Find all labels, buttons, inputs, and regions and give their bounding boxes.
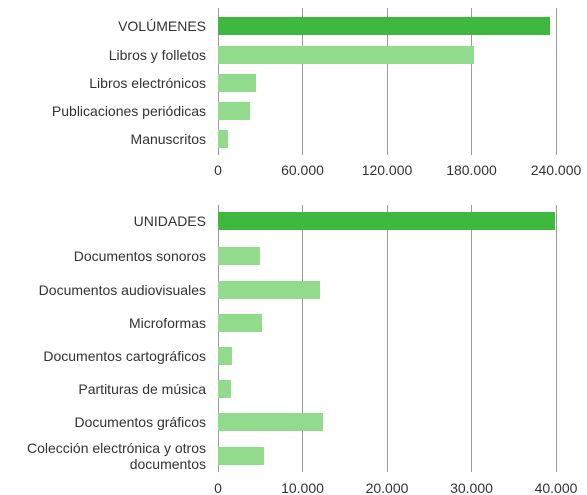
x-tick-label: 180.000 bbox=[446, 162, 497, 178]
bar bbox=[218, 17, 551, 35]
x-tick-label: 20.000 bbox=[365, 480, 409, 495]
category-label: Microformas bbox=[128, 315, 206, 331]
category-label: Manuscritos bbox=[130, 131, 206, 147]
grid-line bbox=[217, 205, 219, 472]
category-label: Colección electrónica y otros documentos bbox=[27, 440, 206, 472]
bar bbox=[218, 102, 250, 120]
category-label: UNIDADES bbox=[133, 213, 206, 229]
bar bbox=[218, 281, 321, 299]
category-label: Libros electrónicos bbox=[89, 75, 206, 91]
category-label: Partituras de música bbox=[78, 381, 206, 397]
grid-line bbox=[555, 205, 557, 472]
category-label: Documentos cartográficos bbox=[43, 348, 206, 364]
x-tick-label: 10.000 bbox=[281, 480, 324, 495]
x-tick-label: 0 bbox=[214, 162, 222, 178]
category-label: VOLÚMENES bbox=[118, 18, 206, 34]
x-tick-label: 120.000 bbox=[361, 162, 413, 178]
grid-line bbox=[302, 8, 303, 155]
x-tick-label: 60.000 bbox=[281, 162, 324, 178]
grid-line bbox=[386, 8, 388, 155]
grid-line bbox=[386, 205, 388, 472]
bar bbox=[218, 347, 232, 365]
category-label: Documentos gráficos bbox=[74, 414, 206, 430]
x-tick-label: 240.000 bbox=[530, 162, 582, 178]
grid-line bbox=[471, 205, 472, 472]
bar bbox=[218, 380, 232, 398]
bar bbox=[218, 314, 262, 332]
bar bbox=[218, 247, 261, 265]
grid-line bbox=[471, 8, 472, 155]
category-label: Libros y folletos bbox=[108, 47, 206, 63]
grid-line bbox=[302, 205, 303, 472]
category-label: Documentos sonoros bbox=[73, 248, 206, 264]
grid-line bbox=[555, 8, 557, 155]
bar bbox=[218, 212, 556, 230]
x-tick-label: 30.000 bbox=[450, 480, 493, 495]
category-label: Publicaciones periódicas bbox=[51, 103, 206, 119]
bar bbox=[218, 130, 228, 148]
bar bbox=[218, 447, 265, 465]
x-tick-label: 0 bbox=[214, 480, 222, 495]
bar bbox=[218, 46, 475, 64]
bar bbox=[218, 413, 323, 431]
category-label: Documentos audiovisuales bbox=[38, 282, 206, 298]
bar bbox=[218, 74, 257, 92]
x-tick-label: 40.000 bbox=[534, 480, 578, 495]
